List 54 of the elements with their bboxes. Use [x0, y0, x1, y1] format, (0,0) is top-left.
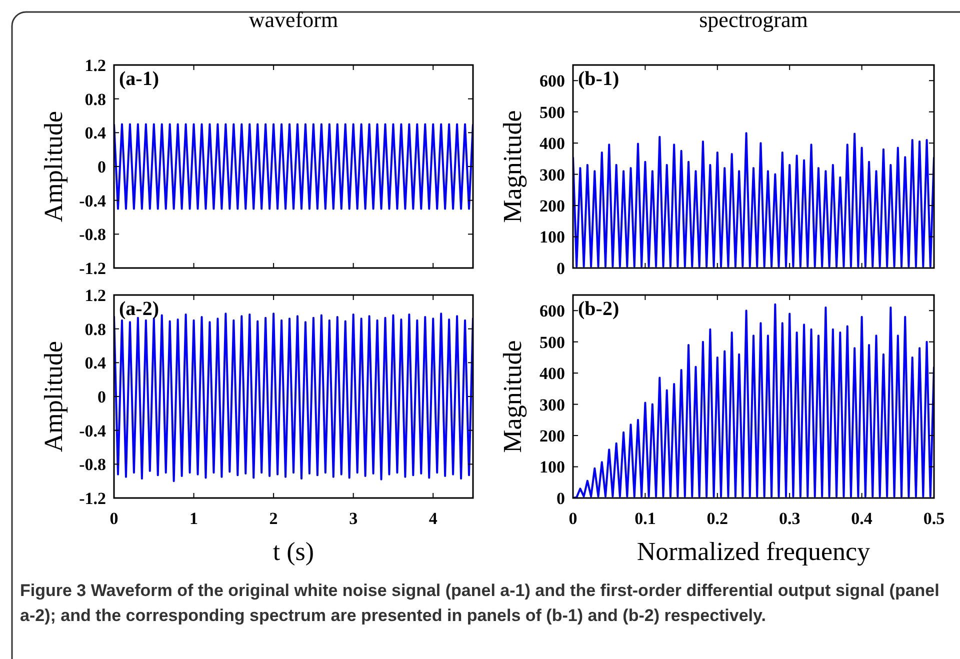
y-tick-label: 0.8: [84, 90, 106, 109]
y-tick-label: 0.8: [84, 320, 106, 339]
y-tick-label: -1.2: [79, 258, 106, 278]
y-tick-label: 400: [540, 364, 565, 384]
y-tick-label: 100: [540, 458, 565, 477]
chart-title: waveform: [248, 7, 338, 32]
y-tick-label: 600: [540, 72, 565, 91]
y-tick-label: 300: [540, 395, 565, 414]
x-tick-label: 1: [190, 509, 198, 528]
x-tick-label: 2: [269, 509, 278, 528]
annotation: (a-1): [119, 68, 159, 90]
y-tick-label: 600: [540, 302, 565, 321]
caption: Figure 3 Waveform of the original white noise signal (panel a-1) and the first-order differential output signal (panel a-2); and the corresponding spectrum are presented in panels of (b-1) and (b-2) respectively.: [20, 580, 940, 627]
y-tick-label: 500: [540, 102, 565, 122]
x-axis-title: t (s): [272, 537, 314, 566]
y-tick-label: 400: [540, 134, 565, 154]
y-axis-title: Amplitude: [39, 340, 68, 452]
y-tick-label: 200: [540, 196, 565, 216]
y-tick-label: 300: [540, 165, 565, 184]
x-axis-title: Normalized frequency: [636, 537, 870, 566]
y-tick-label: 0.4: [84, 124, 106, 143]
y-tick-label: 100: [540, 228, 565, 247]
y-tick-label: 0: [556, 258, 565, 278]
y-tick-label: 0: [98, 157, 106, 176]
x-tick-label: 0.1: [634, 509, 656, 528]
y-tick-label: 0.4: [84, 354, 106, 373]
x-tick-label: 4: [428, 509, 438, 528]
y-axis-title: Magnitude: [498, 110, 527, 223]
x-tick-label: 0: [568, 509, 578, 528]
y-tick-label: 0: [98, 387, 106, 406]
y-tick-label: 1.2: [84, 286, 106, 305]
y-tick-label: -0.8: [79, 455, 106, 474]
y-tick-label: 200: [540, 426, 565, 446]
x-tick-label: 0.4: [851, 509, 873, 528]
x-tick-label: 0: [110, 509, 118, 528]
annotation: (b-1): [578, 68, 620, 90]
x-tick-label: 0.3: [778, 509, 800, 528]
line-series: [573, 303, 934, 498]
y-tick-label: -0.4: [79, 421, 106, 440]
x-tick-label: 3: [349, 509, 358, 528]
line-series: [573, 132, 934, 268]
y-tick-label: 0: [556, 488, 565, 508]
annotation: (b-2): [578, 298, 620, 320]
x-tick-label: 0.5: [923, 509, 945, 528]
y-axis-title: Magnitude: [498, 340, 527, 453]
y-axis-title: Amplitude: [39, 110, 68, 222]
y-tick-label: -0.8: [79, 225, 106, 244]
chart-title: spectrogram: [699, 7, 808, 32]
y-tick-label: 500: [540, 332, 565, 352]
annotation: (a-2): [119, 298, 159, 320]
y-tick-label: -1.2: [79, 488, 106, 508]
y-tick-label: 1.2: [84, 56, 106, 75]
x-tick-label: 0.2: [706, 509, 728, 528]
y-tick-label: -0.4: [79, 191, 106, 210]
